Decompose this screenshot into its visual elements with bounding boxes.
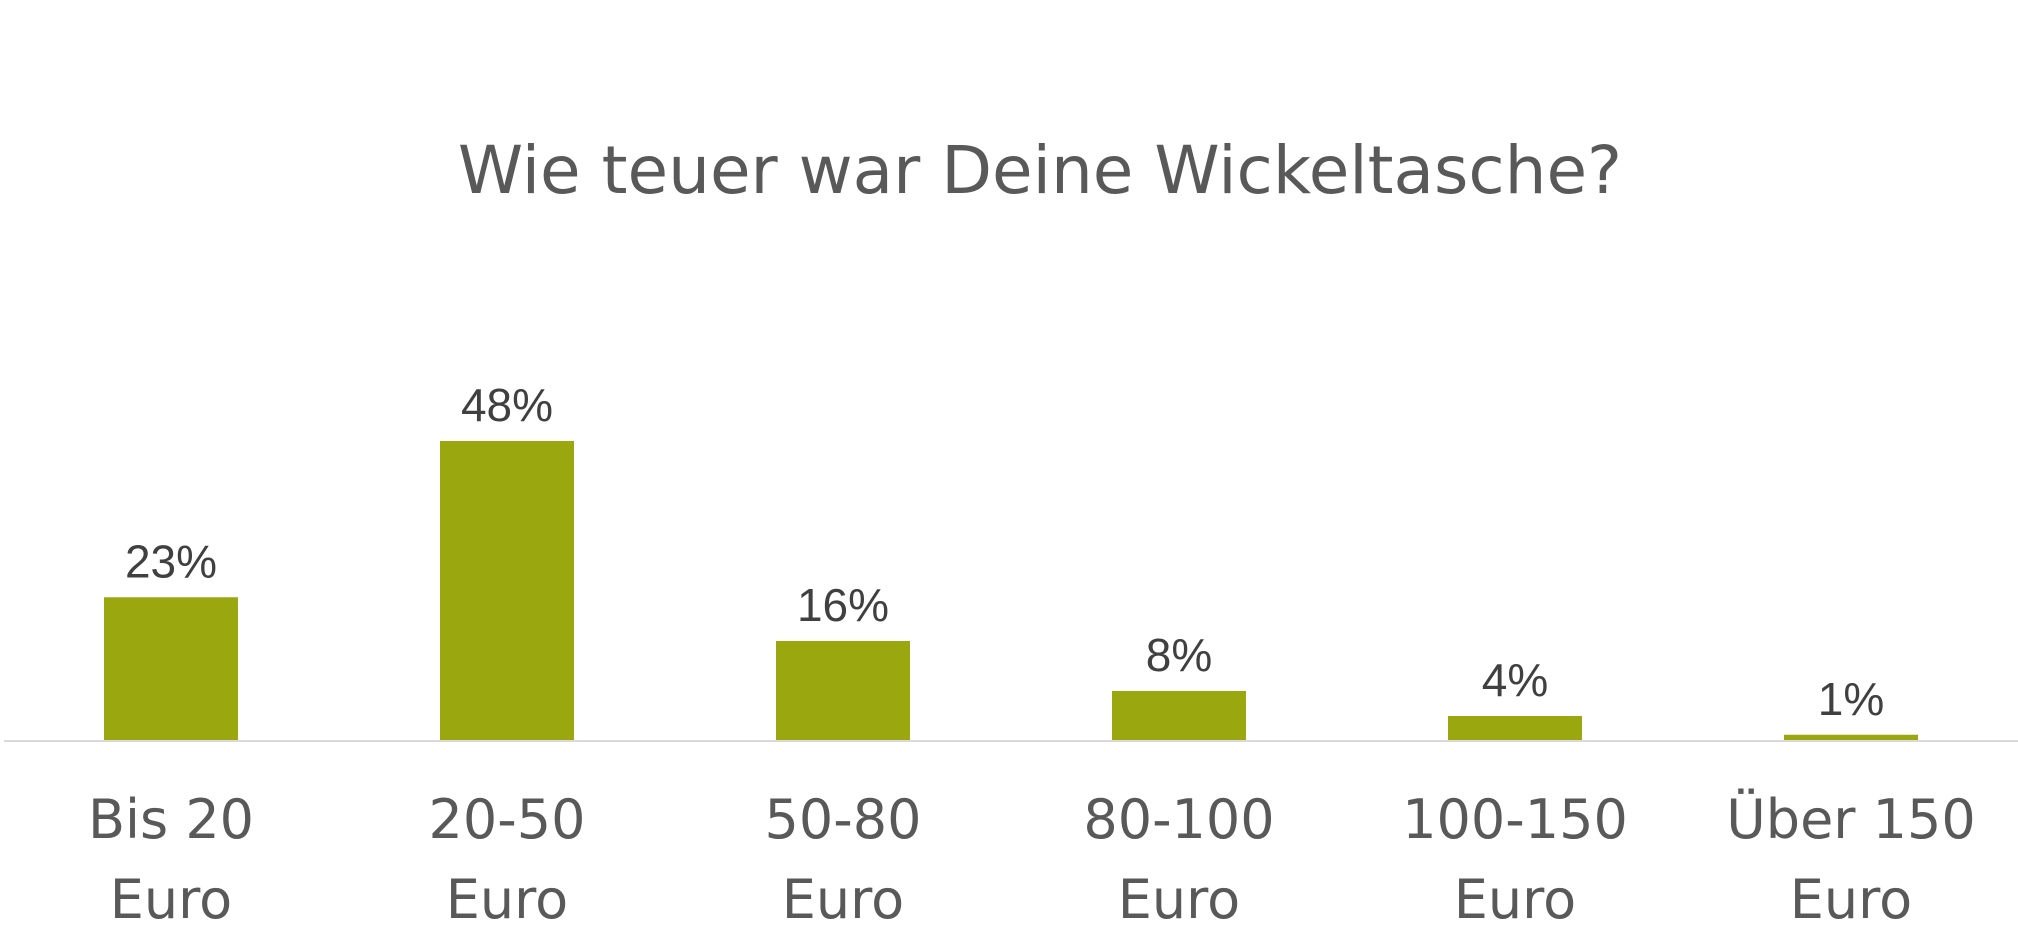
category-label-5-line-1: 100-150	[1402, 788, 1628, 851]
category-label-3-line-2: Euro	[782, 868, 904, 931]
category-label-4-line-1: 80-100	[1083, 788, 1274, 851]
data-label-5: 4%	[1482, 654, 1548, 706]
data-label-2: 48%	[461, 379, 553, 431]
bar-6	[1784, 734, 1918, 741]
bar-2	[440, 441, 574, 741]
category-label-6-line-1: Über 150	[1726, 788, 1975, 851]
bar-5	[1448, 716, 1582, 741]
data-label-6: 1%	[1818, 673, 1884, 725]
category-label-6-line-2: Euro	[1790, 868, 1912, 931]
data-label-4: 8%	[1146, 629, 1212, 681]
bar-group	[104, 441, 1918, 741]
data-label-group: 23% 48% 16% 8% 4% 1%	[125, 379, 1884, 725]
data-label-3: 16%	[797, 579, 889, 631]
category-label-2-line-2: Euro	[446, 868, 568, 931]
chart-title: Wie teuer war Deine Wickeltasche?	[458, 132, 1622, 209]
category-label-3-line-1: 50-80	[765, 788, 922, 851]
category-label-5-line-2: Euro	[1454, 868, 1576, 931]
category-label-2-line-1: 20-50	[429, 788, 586, 851]
bar-4	[1112, 691, 1246, 741]
bar-3	[776, 641, 910, 741]
bar-1	[104, 597, 238, 741]
data-label-1: 23%	[125, 535, 217, 587]
category-label-1-line-2: Euro	[110, 868, 232, 931]
category-label-4-line-2: Euro	[1118, 868, 1240, 931]
category-label-group: Bis 20 Euro 20-50 Euro 50-80 Euro 80-100 Euro 10…	[88, 788, 1976, 931]
category-label-1-line-1: Bis 20	[88, 788, 254, 851]
